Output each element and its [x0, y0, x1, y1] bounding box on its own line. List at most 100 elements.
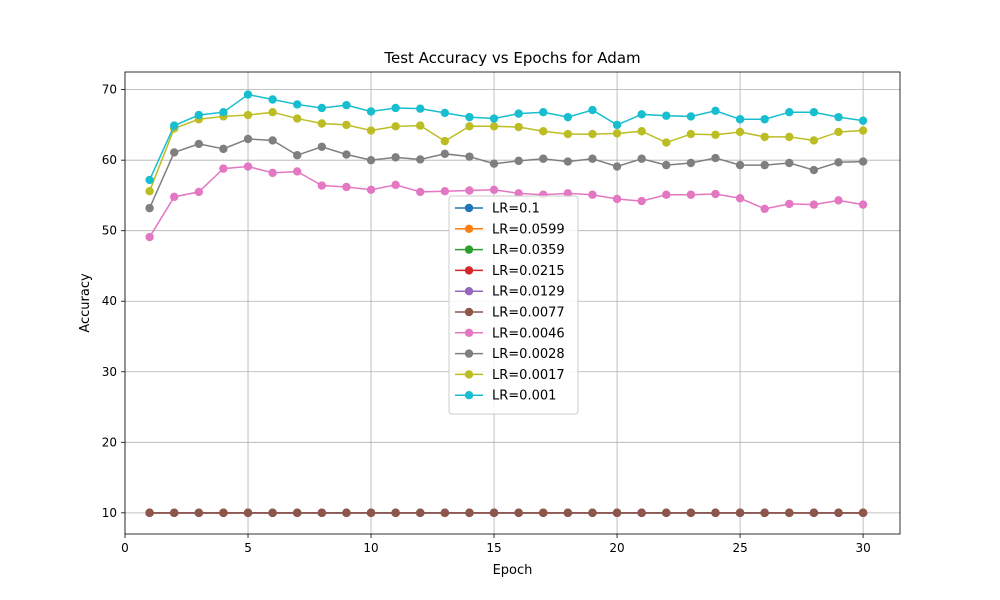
x-axis-ticks: 0 5 10 15 20 25 30: [121, 534, 871, 555]
data-point: [662, 508, 671, 518]
legend-marker: [464, 287, 474, 296]
data-point: [243, 90, 253, 99]
data-point: [858, 126, 868, 135]
data-point: [834, 508, 843, 518]
data-point: [637, 508, 646, 518]
legend-item: LR=0.0215: [455, 264, 565, 279]
data-point: [440, 149, 450, 159]
data-point: [145, 232, 154, 242]
data-point: [342, 120, 351, 130]
data-point: [293, 151, 302, 160]
data-point: [686, 508, 696, 518]
legend-marker: [464, 391, 474, 400]
data-point: [637, 154, 646, 163]
data-point: [465, 508, 474, 518]
legend-item: LR=0.0046: [455, 326, 565, 341]
data-point: [440, 187, 450, 196]
data-point: [366, 126, 376, 135]
data-point: [662, 160, 671, 170]
data-point: [563, 129, 573, 139]
data-point: [588, 105, 597, 115]
data-point: [317, 508, 327, 518]
data-point: [465, 152, 474, 161]
data-point: [637, 196, 646, 206]
data-point: [366, 185, 376, 194]
legend-label: LR=0.0129: [492, 285, 565, 300]
data-point: [366, 155, 376, 165]
data-point: [809, 136, 819, 145]
legend-item: LR=0.0599: [455, 222, 565, 237]
legend-item: LR=0.0129: [455, 285, 565, 300]
data-point: [170, 148, 179, 157]
data-point: [785, 132, 794, 142]
legend-label: LR=0.0215: [492, 264, 565, 279]
data-point: [760, 115, 769, 124]
data-point: [268, 95, 277, 104]
data-point: [317, 103, 327, 113]
data-point: [219, 144, 228, 154]
data-point: [760, 204, 769, 214]
data-point: [785, 199, 794, 209]
data-point: [809, 200, 819, 209]
data-point: [686, 112, 696, 121]
chart-title: Test Accuracy vs Epochs for Adam: [383, 49, 640, 67]
series-LR=0.0017: [145, 108, 868, 196]
data-point: [612, 129, 622, 138]
data-point: [440, 508, 450, 518]
legend-marker: [464, 349, 474, 358]
data-point: [858, 116, 868, 125]
data-point: [342, 182, 351, 192]
data-point: [563, 189, 573, 198]
y-tick-label: 10: [102, 506, 117, 520]
data-point: [834, 158, 843, 167]
legend-item: LR=0.0028: [455, 347, 565, 362]
data-point: [563, 508, 573, 518]
data-point: [194, 508, 204, 518]
data-point: [317, 119, 327, 128]
series-line: [148, 165, 864, 238]
legend-label: LR=0.1: [492, 202, 540, 217]
data-point: [293, 508, 302, 518]
data-point: [735, 115, 745, 124]
data-point: [440, 136, 450, 146]
legend-label: LR=0.0028: [492, 347, 565, 362]
data-point: [366, 508, 376, 518]
data-point: [219, 108, 228, 117]
data-point: [489, 114, 499, 123]
legend-box: [448, 195, 579, 415]
legend-item: LR=0.0077: [455, 306, 565, 321]
data-point: [539, 154, 548, 163]
legend-label: LR=0.0017: [492, 368, 565, 383]
data-point: [391, 508, 400, 518]
legend-item: LR=0.1: [455, 202, 540, 217]
y-tick-label: 50: [102, 224, 117, 238]
data-point: [588, 154, 597, 163]
data-point: [317, 181, 327, 190]
data-point: [194, 110, 204, 120]
data-point: [293, 114, 302, 123]
data-point: [809, 508, 819, 518]
data-point: [465, 186, 474, 195]
data-point: [858, 200, 868, 209]
data-point: [342, 150, 351, 159]
data-point: [440, 108, 450, 118]
data-point: [465, 112, 474, 122]
data-point: [243, 162, 253, 171]
data-point: [416, 155, 425, 164]
data-point: [514, 189, 523, 198]
data-point: [416, 121, 425, 130]
legend-item: LR=0.001: [455, 389, 556, 404]
data-point: [612, 162, 622, 171]
data-point: [711, 508, 720, 518]
data-point: [785, 158, 794, 168]
data-point: [785, 508, 794, 518]
legend-label: LR=0.0046: [492, 326, 565, 341]
data-point: [194, 187, 204, 197]
data-point: [391, 122, 400, 131]
data-point: [834, 112, 843, 122]
x-axis-label: Epoch: [493, 563, 533, 578]
data-point: [317, 142, 327, 151]
data-point: [489, 508, 499, 518]
data-point: [194, 139, 204, 149]
